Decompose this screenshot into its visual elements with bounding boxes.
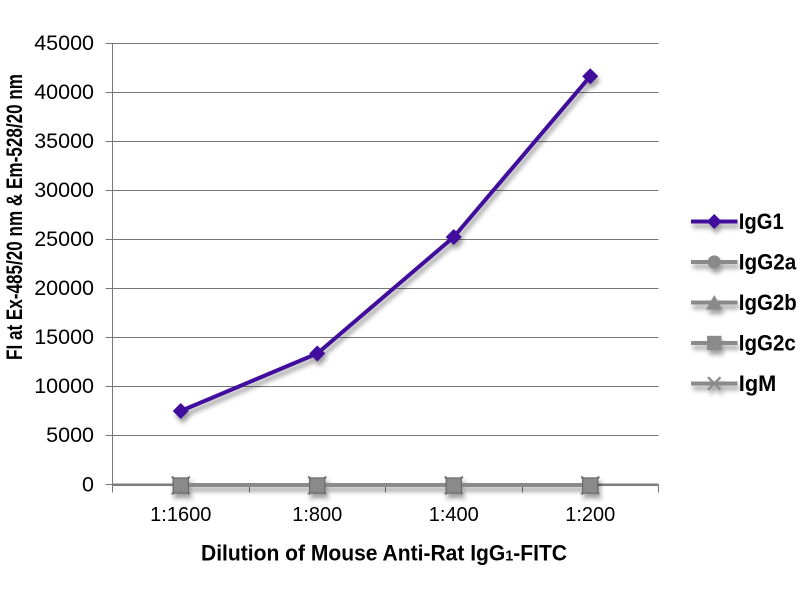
svg-text:FI at Ex-485/20 nm & Em-528/20: FI at Ex-485/20 nm & Em-528/20 nm	[2, 74, 27, 360]
svg-text:IgM: IgM	[739, 371, 777, 396]
svg-text:5000: 5000	[46, 423, 94, 447]
svg-text:15000: 15000	[34, 325, 94, 349]
svg-text:35000: 35000	[34, 129, 94, 153]
svg-text:IgG2b: IgG2b	[739, 290, 797, 315]
svg-text:IgG2c: IgG2c	[739, 331, 796, 356]
svg-text:1:800: 1:800	[292, 504, 342, 526]
svg-text:IgG1: IgG1	[739, 209, 784, 234]
svg-text:10000: 10000	[34, 374, 94, 398]
svg-text:40000: 40000	[34, 80, 94, 104]
svg-text:20000: 20000	[34, 276, 94, 300]
svg-text:1:200: 1:200	[565, 504, 615, 526]
svg-text:25000: 25000	[34, 227, 94, 251]
svg-text:0: 0	[82, 472, 94, 496]
svg-text:IgG2a: IgG2a	[739, 250, 797, 275]
svg-text:1:1600: 1:1600	[150, 504, 211, 526]
svg-text:1:400: 1:400	[429, 504, 479, 526]
svg-text:45000: 45000	[34, 31, 94, 55]
svg-text:30000: 30000	[34, 178, 94, 202]
